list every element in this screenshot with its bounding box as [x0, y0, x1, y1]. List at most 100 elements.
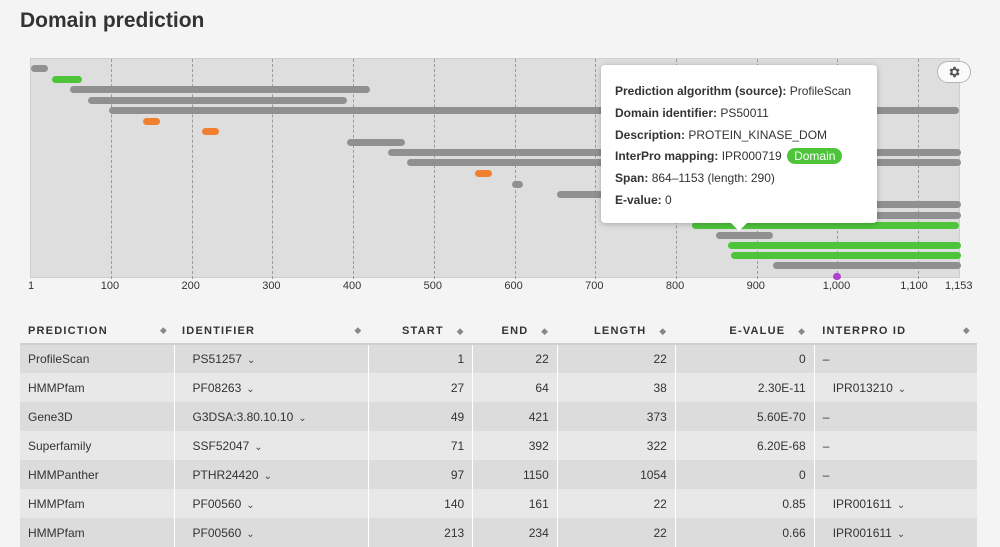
interpro-id: IPR013210 [832, 380, 893, 395]
chevron-down-icon: ⌄ [298, 412, 307, 424]
domain-bar[interactable] [475, 170, 492, 177]
column-header-evalue[interactable]: E-VALUE ◆ [675, 318, 815, 345]
column-header-identifier[interactable]: IDENTIFIER ◆ [174, 318, 369, 345]
interpro-cell: – [814, 431, 977, 460]
axis-tick-label: 1,153 [945, 280, 973, 292]
sort-icon: ◆ [354, 324, 363, 335]
prediction-cell: Superfamily [20, 431, 175, 460]
length-cell: 1054 [557, 460, 676, 489]
domain-bar[interactable] [512, 181, 523, 188]
domain-bar[interactable] [692, 222, 959, 229]
domain-bar[interactable] [730, 252, 961, 259]
domain-bar[interactable] [347, 139, 405, 146]
interpro-cell: – [814, 460, 977, 489]
end-cell: 161 [472, 489, 558, 518]
interpro-cell: IPR013210 ⌄ [814, 373, 977, 402]
settings-button[interactable] [937, 61, 971, 83]
end-cell: 234 [472, 518, 558, 547]
tooltip-interpro-value[interactable]: IPR000719 [721, 149, 782, 164]
gridline [595, 59, 597, 279]
gridline [191, 59, 193, 279]
interpro-cell: IPR001611 ⌄ [814, 489, 977, 518]
length-cell: 22 [557, 518, 676, 547]
tooltip-description-row: Description: PROTEIN_KINASE_DOM [615, 125, 863, 147]
prediction-cell: HMMPfam [20, 373, 175, 402]
domain-bar[interactable] [108, 107, 959, 114]
sort-icon: ◆ [798, 325, 807, 336]
evalue-cell: 2.30E-11 [675, 373, 815, 402]
identifier-value: PS51257 [192, 352, 242, 366]
tooltip-arrow [731, 223, 747, 231]
axis-tick-label: 900 [746, 280, 765, 292]
interpro-id-dropdown[interactable]: IPR001611 ⌄ [833, 526, 906, 540]
axis-tick-label: 700 [585, 280, 604, 292]
chevron-down-icon: ⌄ [246, 383, 255, 395]
domain-bar[interactable] [87, 97, 347, 104]
identifier-dropdown[interactable]: PF08263 ⌄ [193, 381, 255, 395]
evalue-cell: 0 [675, 460, 815, 489]
identifier-value: PF00560 [192, 525, 242, 540]
sort-icon: ◆ [456, 325, 465, 336]
interpro-id: – [822, 438, 830, 453]
interpro-id-dropdown[interactable]: IPR013210 ⌄ [833, 381, 906, 395]
domain-bar[interactable] [143, 118, 161, 125]
domain-bar[interactable] [556, 191, 604, 198]
prediction-cell: HMMPfam [20, 518, 175, 547]
identifier-value: SSF52047 [192, 438, 250, 453]
table-row: HMMPfam PF00560 ⌄ 213 234 22 0.66 IPR001611 ⌄ [20, 518, 977, 547]
column-header-label: PREDICTION [28, 324, 108, 337]
identifier-dropdown[interactable]: PF00560 ⌄ [193, 526, 255, 540]
domain-bar[interactable] [69, 86, 371, 93]
domain-bar[interactable] [31, 65, 48, 72]
domain-bar[interactable] [202, 128, 220, 135]
identifier-dropdown[interactable]: SSF52047 ⌄ [193, 439, 263, 453]
identifier-dropdown[interactable]: PS51257 ⌄ [193, 352, 256, 366]
column-header-end[interactable]: END ◆ [472, 318, 558, 345]
end-cell: 392 [472, 431, 558, 460]
identifier-value: PTHR24420 [192, 467, 259, 482]
interpro-id: – [822, 409, 830, 424]
axis-tick-label: 1,100 [900, 280, 928, 292]
interpro-id-dropdown[interactable]: IPR001611 ⌄ [833, 497, 906, 511]
identifier-dropdown[interactable]: PF00560 ⌄ [193, 497, 255, 511]
end-cell: 1150 [472, 460, 558, 489]
sort-icon: ◆ [541, 325, 550, 336]
domain-bar[interactable] [51, 76, 82, 83]
end-cell: 64 [472, 373, 558, 402]
tooltip-identifier-label: Domain identifier: [615, 105, 718, 120]
table-row: HMMPfam PF08263 ⌄ 27 64 38 2.30E-11 IPR013210 ⌄ [20, 373, 977, 402]
column-header-label: E-VALUE [729, 324, 786, 337]
interpro-id: IPR001611 [832, 525, 892, 540]
identifier-cell: PS51257 ⌄ [174, 344, 369, 373]
axis-tick-label: 1 [28, 280, 35, 292]
domain-bar[interactable] [772, 262, 961, 269]
identifier-dropdown[interactable]: G3DSA:3.80.10.10 ⌄ [193, 410, 307, 424]
table-header-row: PREDICTION ◆ IDENTIFIER ◆ START ◆ END ◆ LE… [20, 318, 977, 345]
identifier-dropdown[interactable]: PTHR24420 ⌄ [193, 468, 272, 482]
axis-tick-label: 400 [342, 280, 362, 292]
prediction-cell: ProfileScan [20, 344, 175, 373]
evalue-cell: 0 [675, 344, 815, 373]
domain-bar[interactable] [716, 232, 773, 239]
column-header-prediction[interactable]: PREDICTION ◆ [20, 318, 175, 345]
tooltip-description-label: Description: [615, 127, 686, 142]
tooltip-identifier-row: Domain identifier: PS50011 [615, 103, 863, 125]
domain-table: PREDICTION ◆ IDENTIFIER ◆ START ◆ END ◆ LE… [20, 318, 977, 547]
interpro-id: IPR001611 [832, 496, 892, 511]
identifier-value: PF08263 [192, 380, 242, 395]
start-cell: 49 [368, 402, 474, 431]
domain-bar[interactable] [832, 273, 841, 280]
domain-bar[interactable] [727, 242, 961, 249]
chevron-down-icon: ⌄ [897, 383, 907, 395]
evalue-cell: 5.60E-70 [675, 402, 815, 431]
gridline [514, 59, 516, 279]
chevron-down-icon: ⌄ [896, 499, 906, 511]
column-header-start[interactable]: START ◆ [368, 318, 473, 345]
tooltip-span-label: Span: [615, 171, 649, 186]
column-header-label: END [501, 324, 529, 337]
prediction-cell: HMMPanther [20, 460, 175, 489]
column-header-length[interactable]: LENGTH ◆ [557, 318, 676, 345]
column-header-interpro[interactable]: INTERPRO ID ◆ [814, 318, 977, 345]
interpro-cell: – [814, 402, 977, 431]
identifier-cell: PF00560 ⌄ [174, 518, 369, 547]
